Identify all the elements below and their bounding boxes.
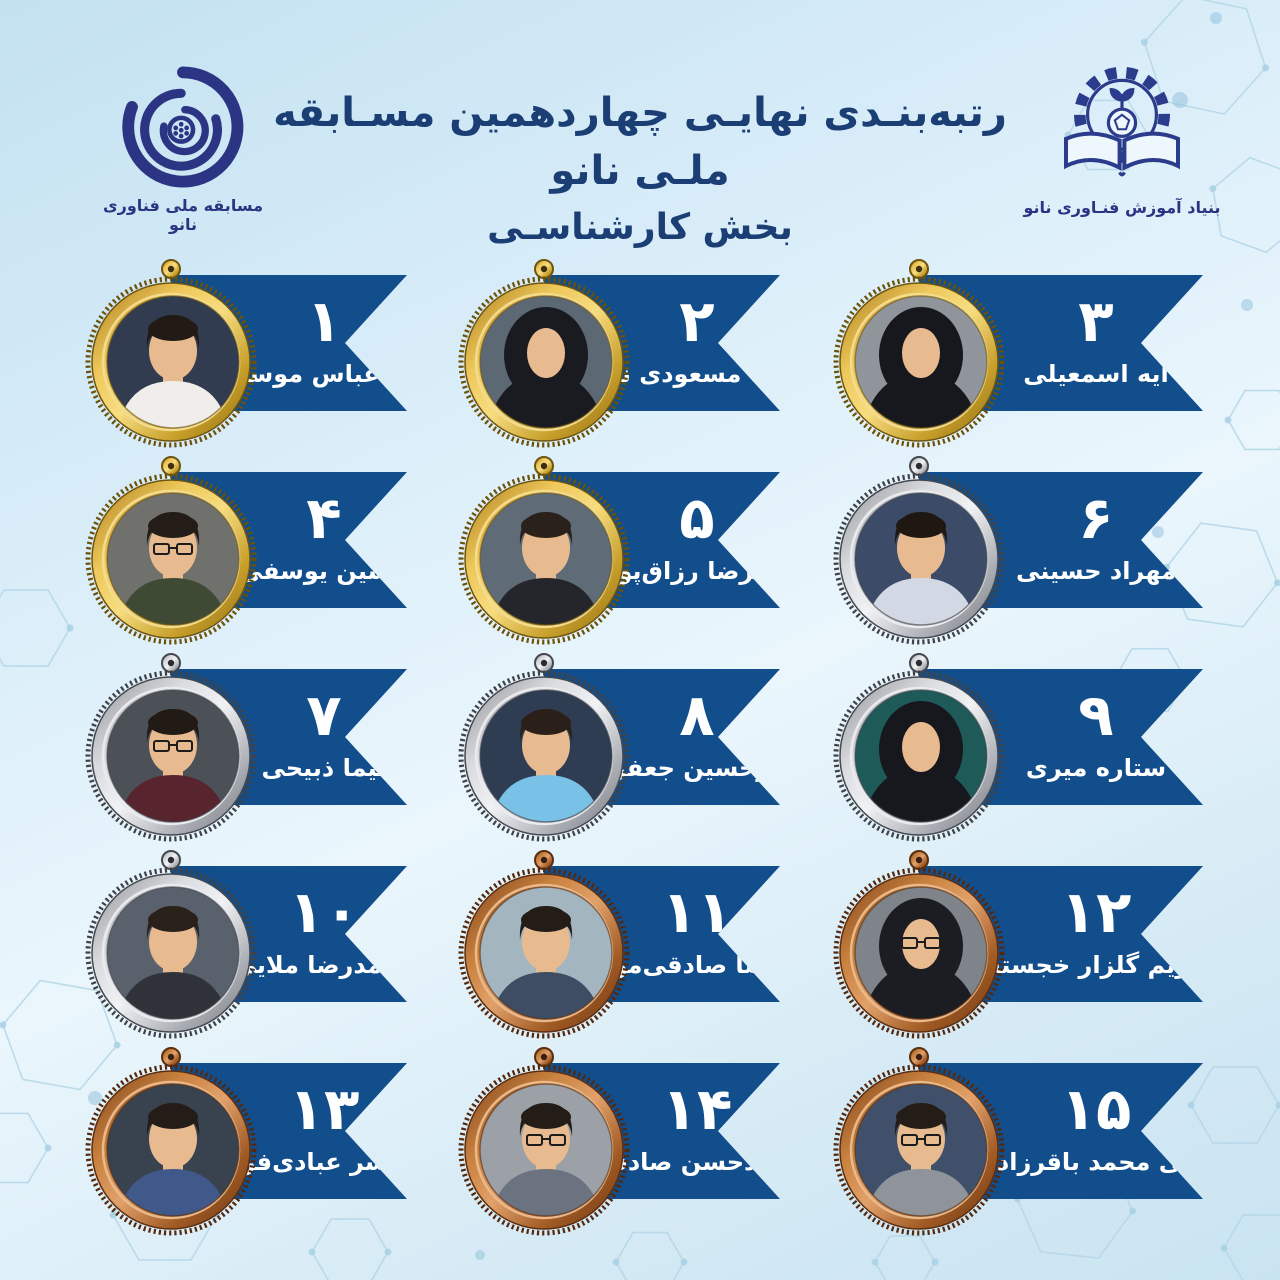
winner-name: علیرضا رزاق‌پور [603,557,791,585]
gold-medal-photo [85,255,257,451]
winner-name: علی محمد باقرزاده [982,1148,1210,1176]
ranking-entry-2: ۲ رومینا مسعودی نسب [458,255,780,452]
bronze-medal-photo [833,1043,1005,1239]
rank-number: ۱ [306,287,342,355]
rank-number: ۳ [1078,287,1114,355]
silver-medal-photo [85,649,257,845]
rank-number: ۱۰ [288,878,360,946]
title-line2: بخش کارشناسـی [487,207,793,248]
ranking-entry-9: ۹ ستاره میری [833,649,1203,846]
winner-name: نیما ذبیحی [261,754,387,782]
nano-competition-logo-caption: مسابقه ملی فناوری نانو [102,196,264,234]
bronze-medal-photo [833,846,1005,1042]
ranking-entry-3: ۳ آیه اسمعیلی [833,255,1203,452]
title-line1: رتبه‌بنـدی نهایـی چهاردهمین مسـابقه ملـی… [273,90,1007,194]
ranking-entry-5: ۵ علیرضا رزاق‌پور [458,452,780,649]
ranking-entry-14: ۱۴ محمدحسن صادقی [458,1043,780,1240]
bronze-medal-photo [458,846,630,1042]
rank-number: ۷ [306,681,342,749]
ranking-entry-10: ۱۰ محمدرضا ملایی [85,846,407,1043]
rank-number: ۵ [679,484,715,552]
rank-number: ۱۱ [661,878,733,946]
ranking-entry-4: ۴ حسین یوسفی [85,452,407,649]
ranking-entry-8: ۸ امیرحسین جعفری [458,649,780,846]
rank-number: ۱۳ [288,1075,360,1143]
silver-medal-photo [458,649,630,845]
rank-number: ۹ [1078,681,1114,749]
nano-competition-logo: مسابقه ملی فناوری نانو [88,66,278,234]
page-title: رتبه‌بنـدی نهایـی چهاردهمین مسـابقه ملـی… [240,84,1040,256]
winner-name: مریم گلزار خجسته [986,951,1206,979]
silver-medal-photo [85,846,257,1042]
bronze-medal-photo [85,1043,257,1239]
nano-foundation-logo: بنیاد آموزش فنـاوری نانو [1022,62,1222,217]
gold-medal-photo [85,452,257,648]
ranking-entry-12: ۱۲ مریم گلزار خجسته [833,846,1203,1043]
ranking-entry-7: ۷ نیما ذبیحی [85,649,407,846]
ranking-entry-13: ۱۳ یاسر عبادی‌فر [85,1043,407,1240]
winner-name: محمدرضا ملایی [232,951,416,979]
gear-book-logo-icon [1064,66,1180,177]
winner-name: یاسر عبادی‌فر [241,1148,407,1176]
rank-number: ۱۴ [661,1075,733,1143]
gold-medal-photo [833,255,1005,451]
header: مسابقه ملی فناوری نانو رتبه‌بنـدی نهایـی… [0,0,1280,250]
rank-number: ۲ [679,287,715,355]
gold-medal-photo [458,255,630,451]
ranking-entry-1: ۱ سید عباس موسوی [85,255,407,452]
rank-number: ۶ [1078,484,1114,552]
ranking-entry-11: ۱۱ امیررضا صادقی‌موسی [458,846,780,1043]
rank-number: ۱۵ [1060,1075,1132,1143]
bronze-medal-photo [458,1043,630,1239]
nano-foundation-logo-caption: بنیاد آموزش فنـاوری نانو [1023,198,1221,217]
silver-medal-photo [833,649,1005,845]
winner-name: حسین یوسفی [238,557,410,585]
gold-medal-photo [458,452,630,648]
ranking-entry-6: ۶ مهراد حسینی [833,452,1203,649]
rank-number: ۱۲ [1060,878,1132,946]
ranking-entry-15: ۱۵ علی محمد باقرزاده [833,1043,1203,1240]
rank-number: ۴ [306,484,342,552]
winner-name: آیه اسمعیلی [1023,360,1169,388]
winner-name: ستاره میری [1025,754,1167,782]
silver-medal-photo [833,452,1005,648]
swirl-logo-icon [122,66,244,188]
rank-number: ۸ [679,681,715,749]
winner-name: مهراد حسینی [1015,557,1177,585]
